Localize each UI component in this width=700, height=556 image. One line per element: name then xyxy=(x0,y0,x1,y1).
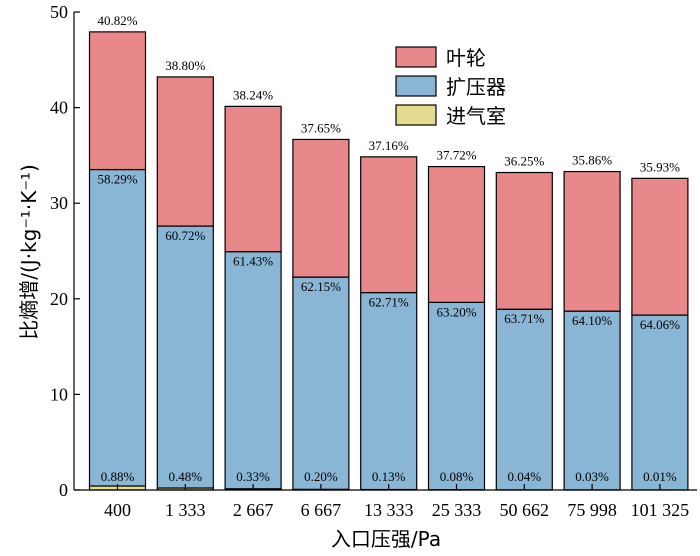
percent-label: 0.13% xyxy=(372,469,406,484)
bar-segment xyxy=(156,225,214,489)
percent-label: 35.93% xyxy=(640,159,680,174)
bar-segment xyxy=(563,310,621,491)
x-tick-label: 75 998 xyxy=(567,500,617,520)
percent-label: 0.03% xyxy=(575,469,609,484)
percent-label: 37.16% xyxy=(369,138,409,153)
legend-label: 扩压器 xyxy=(446,75,506,99)
bar-segment xyxy=(495,171,553,310)
percent-labels-group: 0.88% 58.29% 40.82% 0.48% 60.72% 38.80% 0.33% 6… xyxy=(97,13,680,484)
percent-label: 63.20% xyxy=(436,304,476,319)
percent-label: 64.06% xyxy=(640,317,680,332)
bar-segment xyxy=(156,76,214,227)
bar-segment xyxy=(292,276,350,490)
percent-label: 64.10% xyxy=(572,313,612,328)
percent-label: 40.82% xyxy=(97,13,137,28)
bar-segment xyxy=(292,138,350,278)
bar-segment xyxy=(427,301,486,491)
legend-swatch xyxy=(395,46,437,68)
bar-segment xyxy=(563,170,621,312)
percent-label: 60.72% xyxy=(165,228,205,243)
legend-swatch xyxy=(395,75,437,97)
y-tick-label: 20 xyxy=(50,289,68,309)
bar-segment xyxy=(224,105,282,253)
bars-group xyxy=(88,31,689,491)
bar-segment xyxy=(88,31,147,171)
bar-segment xyxy=(631,177,689,316)
x-tick-label: 25 333 xyxy=(432,500,482,520)
legend-label: 进气室 xyxy=(446,104,506,128)
percent-label: 62.15% xyxy=(301,279,341,294)
percent-label: 61.43% xyxy=(233,254,273,269)
y-tick-label: 40 xyxy=(50,98,68,118)
percent-label: 0.08% xyxy=(440,469,474,484)
y-axis-title: 比熵增/(J·kg⁻¹·K⁻¹) xyxy=(17,164,41,340)
x-tick-label: 1 333 xyxy=(165,500,206,520)
percent-label: 63.71% xyxy=(504,311,544,326)
bar-segment xyxy=(360,291,418,491)
percent-label: 58.29% xyxy=(97,172,137,187)
percent-label: 38.80% xyxy=(165,58,205,73)
x-tick-label: 400 xyxy=(104,500,131,520)
legend-swatch xyxy=(395,104,437,126)
percent-label: 0.20% xyxy=(304,469,338,484)
y-tick-label: 10 xyxy=(50,384,68,404)
percent-label: 35.86% xyxy=(572,153,612,168)
x-tick-label: 13 333 xyxy=(364,500,414,520)
y-tick-label: 50 xyxy=(50,2,68,22)
y-tick-label: 0 xyxy=(59,480,68,500)
percent-label: 37.65% xyxy=(301,120,341,135)
x-tick-label: 2 667 xyxy=(233,500,274,520)
percent-label: 0.33% xyxy=(236,469,270,484)
percent-label: 0.48% xyxy=(169,469,203,484)
y-tick-label: 30 xyxy=(50,193,68,213)
percent-label: 0.04% xyxy=(508,469,542,484)
x-tick-label: 50 662 xyxy=(500,500,550,520)
legend-label: 叶轮 xyxy=(446,46,486,70)
axes-group: 0 10 20 30 40 50 400 1 333 2 667 6 667 13 333 25 33… xyxy=(50,2,697,520)
x-tick-label: 6 667 xyxy=(301,500,342,520)
percent-label: 0.88% xyxy=(101,469,135,484)
percent-label: 0.01% xyxy=(643,469,677,484)
x-axis-title: 入口压强/Pa xyxy=(331,527,441,551)
bar-segment xyxy=(224,251,282,490)
percent-label: 37.72% xyxy=(436,148,476,163)
x-tick-label: 101 325 xyxy=(631,500,690,520)
percent-label: 62.71% xyxy=(369,295,409,310)
bar-segment xyxy=(495,308,553,491)
bar-segment xyxy=(631,314,689,491)
bar-segment xyxy=(360,156,418,294)
bar-segment xyxy=(427,165,486,303)
percent-label: 38.24% xyxy=(233,87,273,102)
percent-label: 36.25% xyxy=(504,154,544,169)
bar-segment xyxy=(88,168,147,487)
